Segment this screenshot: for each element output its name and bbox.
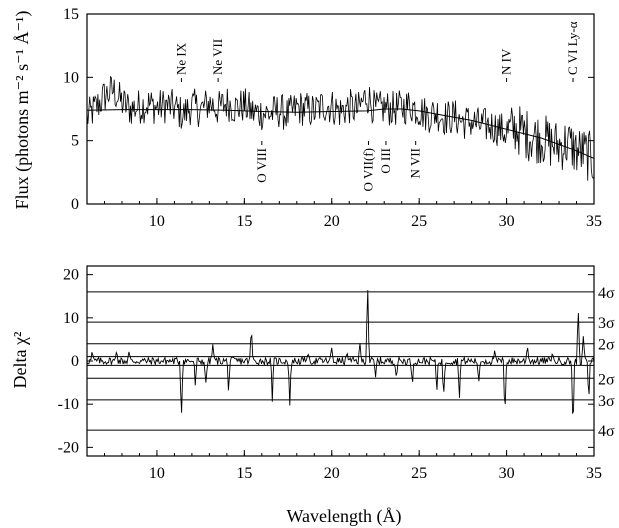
sigma-label: 4σ	[598, 285, 615, 302]
delta-chi2-ytick-label: 10	[63, 310, 79, 327]
sigma-label: 2σ	[598, 371, 615, 388]
delta-chi2-xtick-label: 35	[586, 465, 602, 482]
line-id-label: Ne IX	[173, 42, 188, 75]
flux-xtick-label: 35	[586, 213, 602, 230]
flux-panel: 0 5 10 15 10 15 20 25 30 35 Ne IX Ne VII N IV C VI …	[12, 6, 602, 230]
delta-chi2-ytick-label: -20	[58, 439, 79, 456]
delta-chi2-panel: 4σ 3σ 2σ 2σ 3σ 4σ -20 -10 0 10 20 10 15 20 25 30 35 De…	[10, 265, 615, 527]
flux-xtick-label: 20	[324, 213, 340, 230]
flux-xtick-label: 30	[499, 213, 515, 230]
delta-chi2-ytick-label: -10	[58, 396, 79, 413]
line-id-label: O VIII	[254, 148, 269, 183]
flux-ytick-label: 0	[71, 196, 79, 213]
line-id-label: C VI Ly-α	[565, 21, 580, 75]
flux-ytick-label: 5	[71, 133, 79, 150]
delta-chi2-y-axis-label: Delta χ²	[10, 332, 30, 389]
sigma-label: 2σ	[598, 337, 615, 354]
line-id-label: N IV	[499, 48, 514, 75]
flux-xtick-label: 15	[236, 213, 252, 230]
flux-ytick-label: 15	[63, 6, 79, 23]
line-id-label: Ne VII	[210, 39, 225, 75]
line-id-label: O VII(f)	[360, 148, 375, 191]
line-id-label: N VII	[408, 148, 423, 178]
delta-chi2-ytick-label: 20	[63, 267, 79, 284]
delta-chi2-xtick-label: 30	[499, 465, 515, 482]
delta-chi2-residual-line	[86, 290, 595, 414]
delta-chi2-xtick-label: 15	[236, 465, 252, 482]
delta-chi2-xtick-label: 20	[324, 465, 340, 482]
delta-chi2-ytick-label: 0	[71, 353, 79, 370]
sigma-label: 3σ	[598, 393, 615, 410]
sigma-label: 4σ	[598, 423, 615, 440]
flux-xtick-label: 10	[149, 213, 165, 230]
flux-xtick-label: 25	[411, 213, 427, 230]
line-id-label: O III	[378, 148, 393, 174]
delta-chi2-xtick-label: 25	[411, 465, 427, 482]
delta-chi2-xtick-label: 10	[149, 465, 165, 482]
x-axis-label: Wavelength (Å)	[286, 506, 401, 527]
flux-model-line	[86, 108, 595, 159]
flux-observed-line	[86, 75, 595, 181]
flux-y-axis-label: Flux (photons m⁻² s⁻¹ Å⁻¹)	[12, 11, 33, 210]
sigma-label: 3σ	[598, 315, 615, 332]
flux-ytick-label: 10	[63, 69, 79, 86]
flux-plot-frame	[86, 13, 595, 205]
